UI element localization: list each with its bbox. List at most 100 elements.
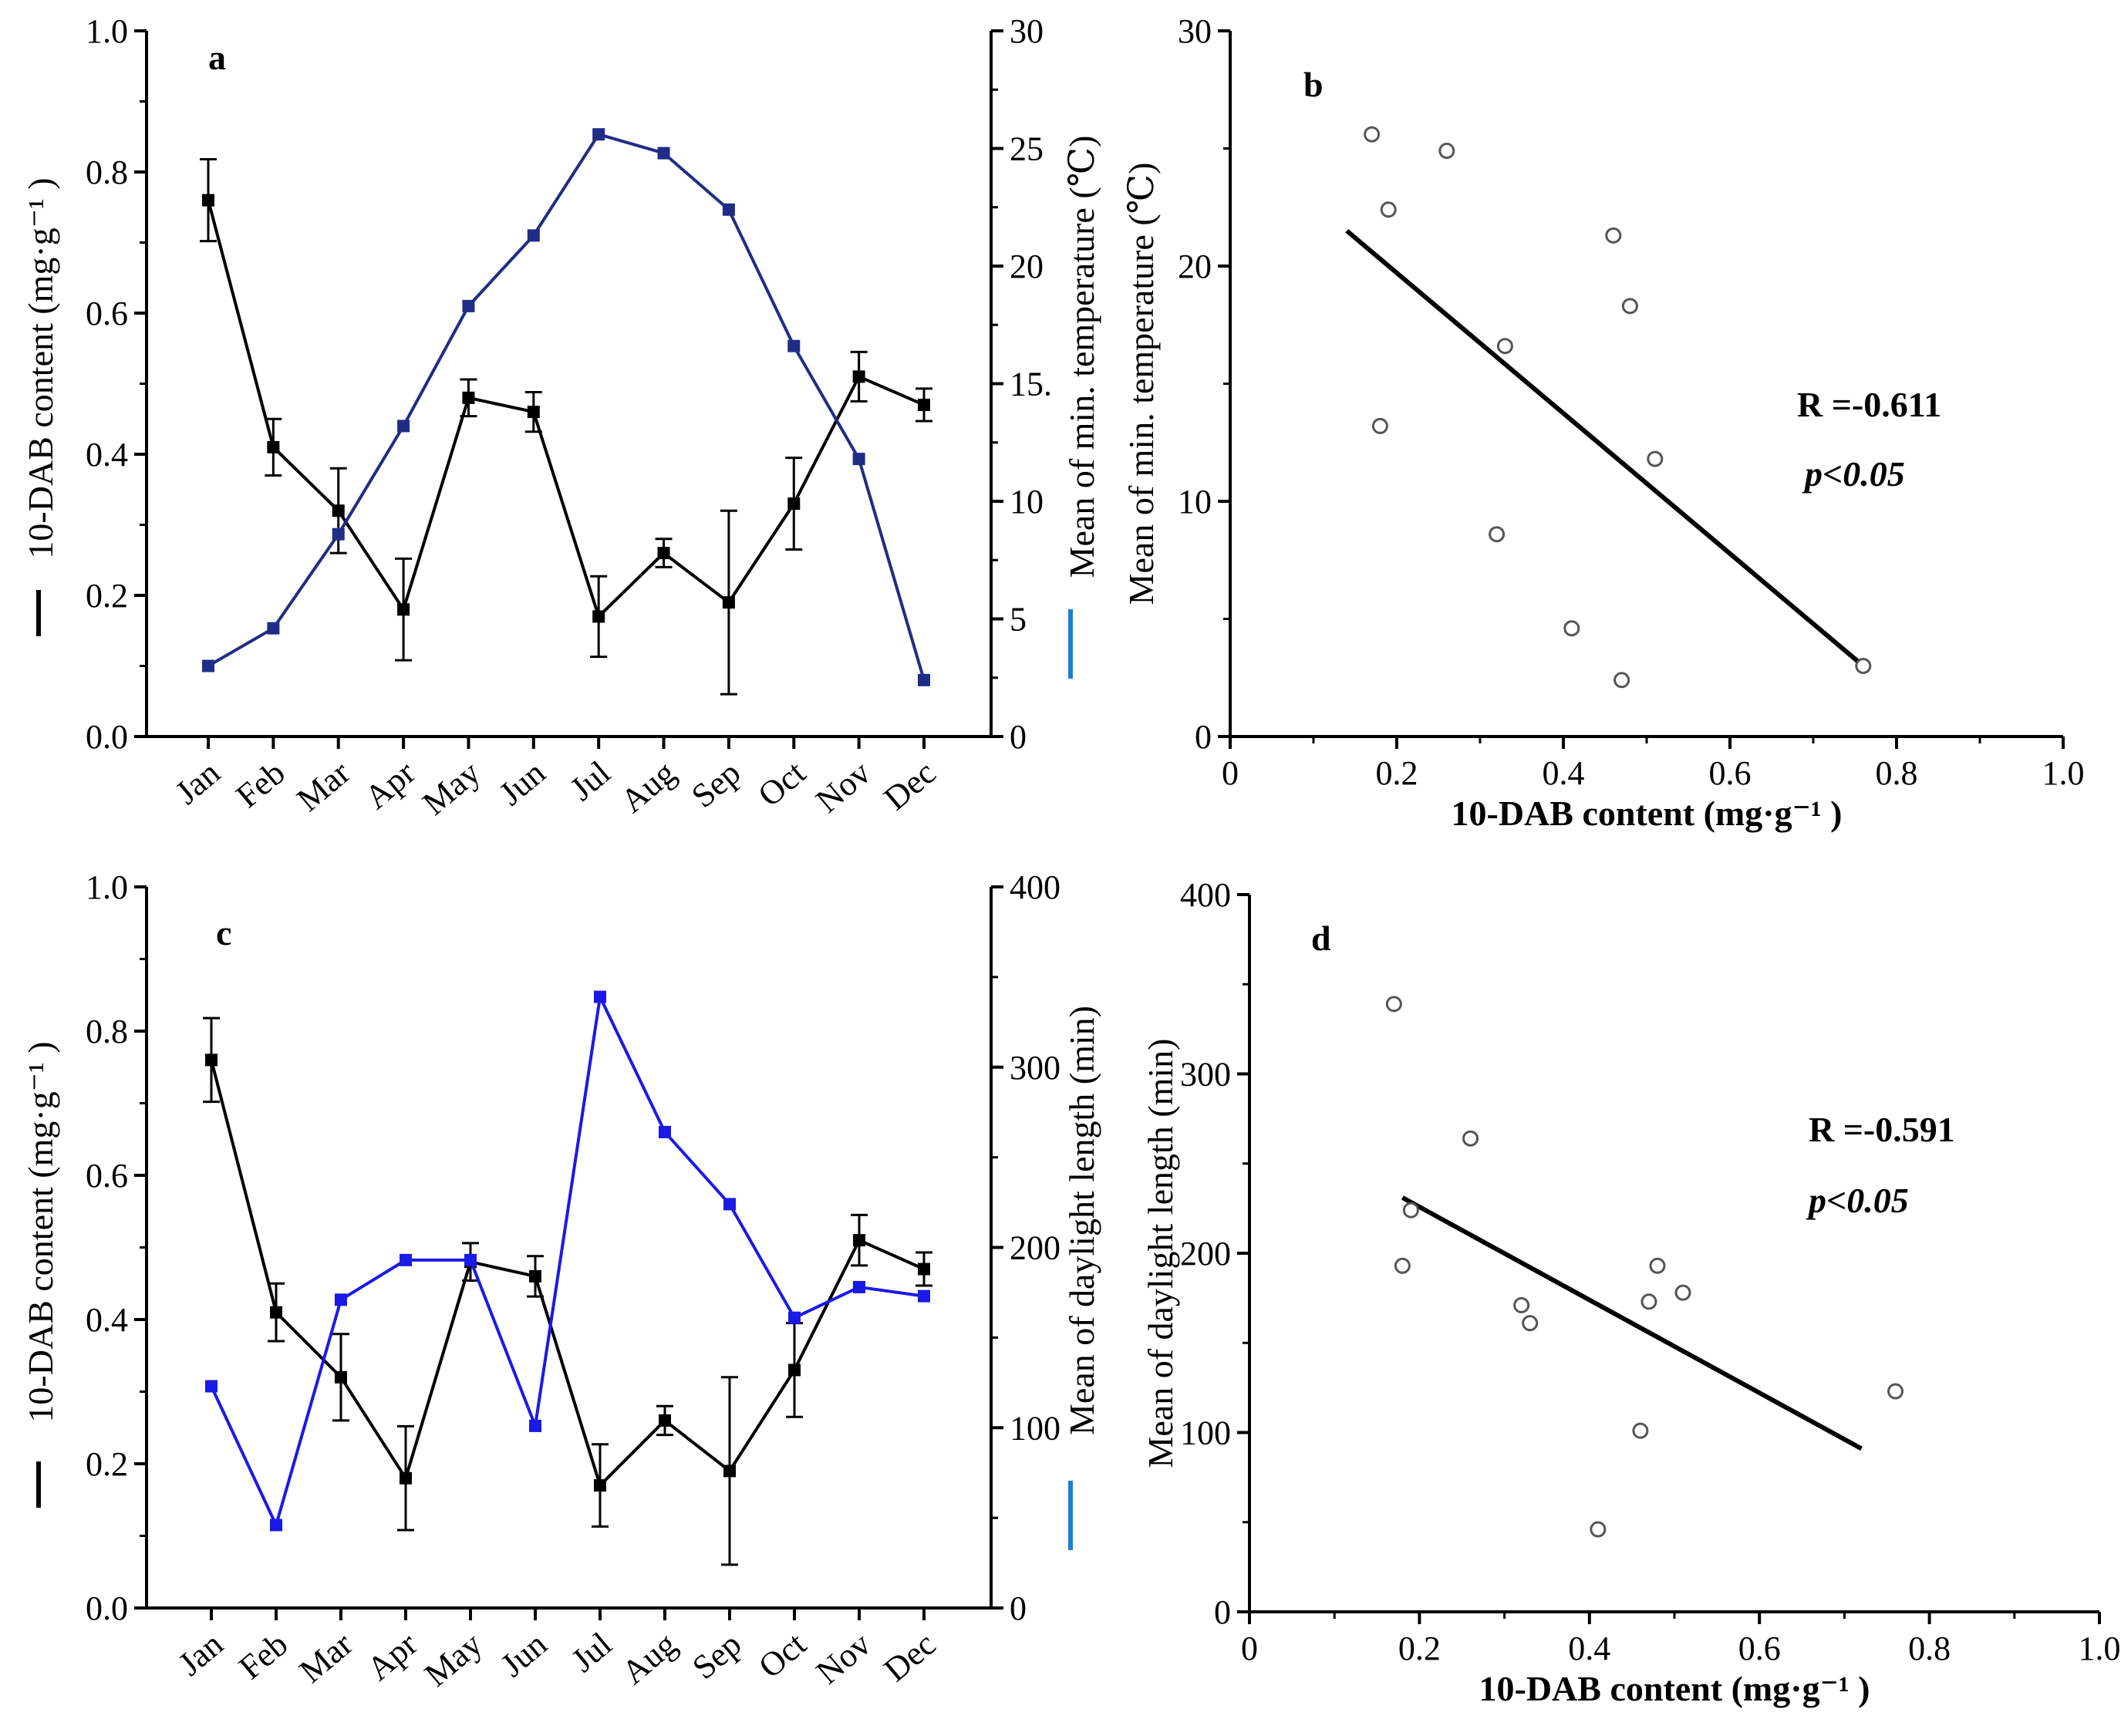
data-point (723, 1465, 736, 1478)
series-line (207, 133, 926, 681)
data-point (918, 398, 930, 411)
data-point (788, 1364, 801, 1377)
data-point (657, 147, 670, 160)
scatter-point (1855, 658, 1872, 674)
left-axis-title: 10-DAB content (mg·g⁻¹ ) (21, 1041, 60, 1422)
x-tick-label: Jun (492, 753, 552, 813)
x-tick-label: 0.6 (1738, 1630, 1781, 1667)
y-tick-label: 20 (1178, 248, 1212, 285)
scatter-point (1364, 126, 1381, 143)
p-value-label: p<0.05 (1806, 1181, 1909, 1220)
y-tick-label: 100 (1180, 1414, 1231, 1452)
scatter-point (1632, 1422, 1649, 1439)
x-tick-label: Jan (171, 1625, 230, 1683)
data-point (205, 1380, 217, 1393)
regression-line (1401, 1195, 1863, 1451)
x-tick-label: 0.2 (1398, 1630, 1441, 1667)
right-tick-label: 10 (1010, 483, 1044, 521)
left-tick-label: 0.4 (86, 436, 128, 474)
chart-c: 0.0 0.2 0.4 0.6 0.8 1.0 0 100 200 300 400 Jan FebMar… (21, 868, 1101, 1694)
scatter-points (1385, 996, 1904, 1538)
series-line (210, 1059, 925, 1488)
scatter-point (1489, 526, 1506, 543)
x-tick-label: Oct (751, 1625, 813, 1685)
data-point (659, 1414, 671, 1427)
x-tick-label: 0.4 (1568, 1630, 1610, 1667)
left-tick-label: 0.6 (86, 295, 128, 332)
data-point (462, 391, 475, 404)
scatter-point (1590, 1521, 1607, 1538)
data-point (594, 1479, 606, 1492)
series-line (210, 995, 925, 1527)
panel-label: c (216, 913, 231, 952)
left-tick-label: 0.2 (86, 577, 128, 615)
y-tick-label: 400 (1180, 876, 1231, 914)
x-tick-label: May (416, 753, 487, 822)
data-point (529, 1269, 541, 1283)
panel-label: b (1303, 65, 1324, 104)
chart-d: 0 0.2 0.4 0.6 0.8 1.0 0 100 200 300 400 R =-0.591 p<… (1141, 876, 2121, 1708)
data-point (659, 1125, 671, 1138)
x-tick-label: 0.8 (1876, 754, 1918, 792)
scatter-point (1438, 143, 1455, 160)
data-point (529, 1419, 541, 1432)
panel-label: d (1311, 919, 1331, 958)
left-tick-label: 0.8 (86, 1013, 128, 1050)
y-tick-label: 10 (1178, 483, 1212, 521)
data-point (332, 528, 345, 541)
right-tick-label: 400 (1010, 868, 1060, 906)
series-mean-of-daylight-length (205, 990, 930, 1532)
x-tick-label: Jan (168, 753, 227, 811)
data-point (594, 990, 606, 1003)
data-point (853, 1234, 865, 1247)
x-tick-label: 0.4 (1543, 754, 1585, 792)
left-tick-label: 0.6 (86, 1157, 128, 1195)
data-point (592, 128, 605, 141)
right-tick-label: 5 (1010, 601, 1027, 639)
data-point (335, 1293, 347, 1306)
x-tick-label: Feb (229, 753, 292, 815)
scatter-points (1364, 126, 1872, 689)
right-tick-label: 300 (1010, 1049, 1060, 1087)
x-tick-label: Apr (360, 1625, 425, 1688)
scatter-point (1380, 201, 1397, 218)
left-tick-label: 0.8 (86, 153, 128, 191)
y-axis-title: Mean of min. temperature (℃) (1121, 163, 1161, 605)
data-point (270, 1306, 282, 1319)
right-tick-label: 30 (1010, 12, 1044, 50)
right-tick-label: 0 (1010, 718, 1027, 756)
data-point (335, 1370, 347, 1384)
data-point (918, 673, 930, 686)
panel-label: a (208, 38, 226, 77)
scatter-point (1647, 450, 1664, 467)
scatter-point (1402, 1202, 1419, 1219)
x-tick-label: Jul (565, 1625, 619, 1680)
x-tick-label: 0 (1241, 1630, 1258, 1667)
x-tick-label: Aug (613, 753, 683, 820)
chart-a: 0.0 0.2 0.4 0.6 0.8 1.0 0 5 10 15. 20 25 30 Jan FebMar… (21, 12, 1101, 823)
data-point (787, 339, 801, 352)
x-tick-label: Aug (615, 1625, 684, 1691)
x-axis-title: 10-DAB content (mg·g⁻¹ ) (1479, 1669, 1870, 1708)
left-tick-label: 0.0 (86, 718, 128, 756)
scatter-point (1621, 298, 1638, 315)
scatter-point (1371, 417, 1388, 434)
left-axis-title: 10-DAB content (mg·g⁻¹ ) (21, 177, 60, 558)
data-point (332, 504, 345, 517)
scatter-point (1394, 1257, 1411, 1274)
scatter-point (1887, 1383, 1904, 1400)
data-point (202, 659, 214, 672)
scatter-point (1649, 1257, 1666, 1274)
data-point (853, 1280, 865, 1293)
data-point (852, 453, 865, 466)
data-point (918, 1289, 930, 1303)
correlation-r-label: R =-0.611 (1797, 385, 1941, 424)
x-tick-label: 0 (1222, 754, 1239, 792)
right-tick-label: 25 (1010, 130, 1044, 168)
right-axis-title: Mean of min. temperature (℃) (1062, 136, 1101, 578)
y-tick-label: 300 (1180, 1056, 1231, 1094)
data-point (267, 622, 280, 635)
data-point (918, 1262, 930, 1276)
x-tick-label: Nov (809, 753, 878, 820)
